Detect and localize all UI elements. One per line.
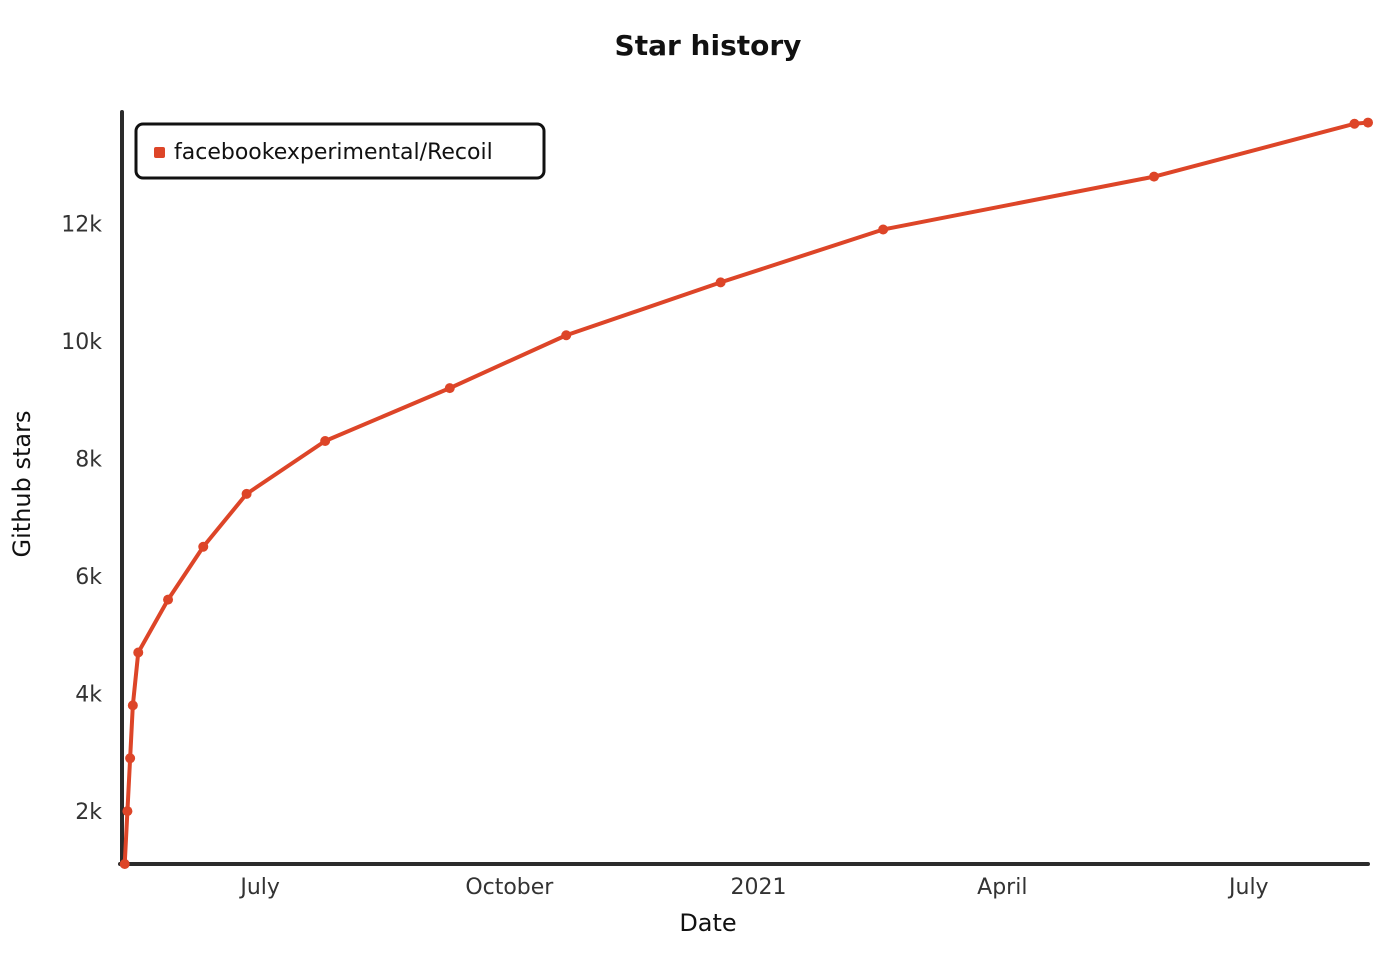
- data-point: [878, 224, 889, 235]
- axes: [118, 110, 1370, 867]
- data-point: [1149, 171, 1160, 182]
- x-axis-ticks: July October 2021 April July: [238, 875, 1268, 900]
- data-point: [198, 541, 209, 552]
- legend-box: [134, 122, 546, 180]
- data-point: [1363, 117, 1373, 128]
- x-tick-label: July: [1227, 875, 1269, 900]
- chart-title: Star history: [615, 29, 802, 62]
- y-axis-ticks: 2k 4k 6k 8k 10k 12k: [61, 213, 102, 826]
- data-point: [163, 594, 174, 605]
- data-point: [320, 436, 331, 446]
- data-point: [715, 277, 726, 288]
- x-tick-label: 2021: [731, 875, 787, 900]
- y-tick-label: 4k: [75, 683, 102, 708]
- x-tick-label: October: [465, 875, 554, 900]
- data-point: [133, 647, 144, 658]
- data-point: [122, 806, 133, 817]
- y-tick-label: 12k: [61, 213, 102, 238]
- y-tick-label: 2k: [75, 800, 102, 825]
- y-axis-label: Github stars: [8, 411, 36, 558]
- y-tick-label: 6k: [75, 565, 102, 590]
- data-point: [444, 383, 455, 394]
- data-point: [127, 700, 138, 711]
- x-tick-label: July: [238, 875, 280, 900]
- data-point: [241, 488, 252, 499]
- series-layer: [119, 117, 1373, 869]
- y-tick-label: 10k: [61, 330, 102, 355]
- x-axis-label: Date: [679, 909, 736, 937]
- series-line: [122, 120, 1370, 866]
- data-point: [119, 859, 130, 869]
- data-point: [125, 753, 136, 764]
- data-point: [561, 330, 572, 341]
- x-tick-label: April: [977, 875, 1027, 900]
- legend: facebookexperimental/Recoil: [134, 122, 546, 180]
- data-point: [1349, 118, 1360, 129]
- legend-series-label: facebookexperimental/Recoil: [174, 140, 493, 165]
- legend-swatch: [154, 147, 165, 158]
- y-tick-label: 8k: [75, 448, 102, 473]
